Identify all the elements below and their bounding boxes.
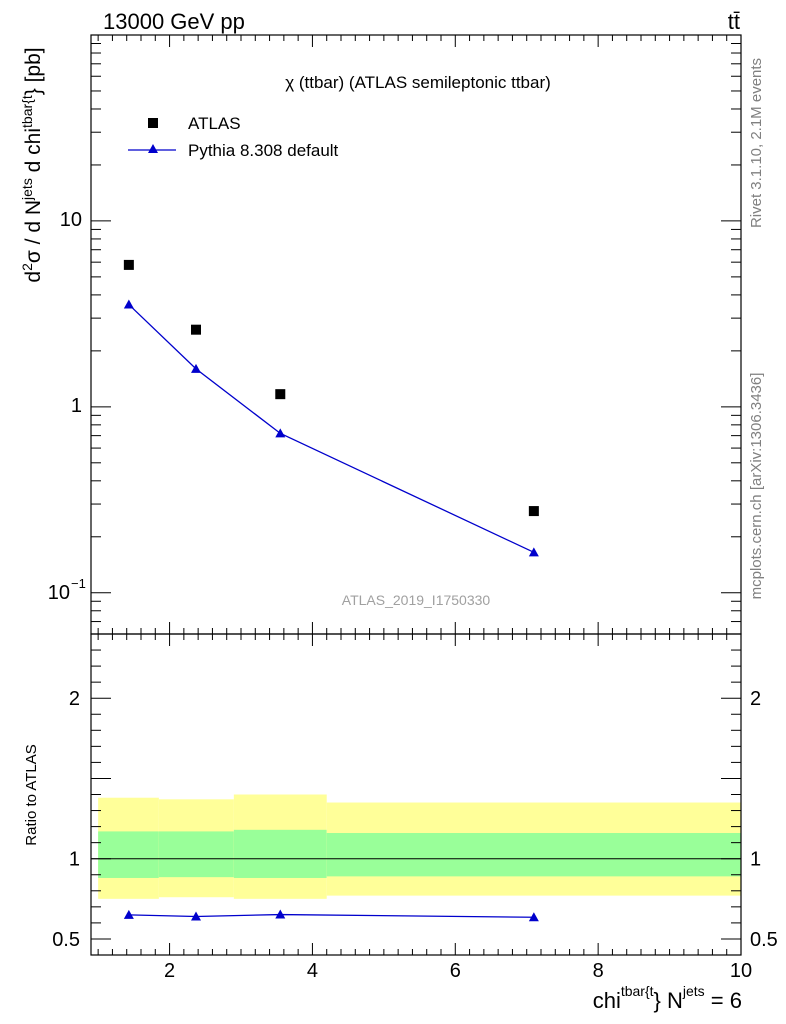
process-label: tt̄ [728,9,740,34]
legend-label-atlas: ATLAS [188,114,241,133]
atlas-point [123,259,134,270]
ratio-panel: Ratio to ATLAS chitbar{t} Njets = 6 2 4 6 8… [23,633,778,1013]
main-ytick-label-0.1-exponent: −1 [71,576,86,591]
legend-marker-pythia [148,144,158,153]
watermark: ATLAS_2019_I1750330 [342,592,491,608]
main-ytick-label-0.1: 10 [48,582,70,604]
atlas-point [528,506,539,517]
ratio-ytick-label-2: 2 [69,688,80,710]
legend-marker-atlas [148,118,158,128]
pythia-line [128,304,535,553]
ratio-band-green-1 [158,831,234,878]
ratio-y-axis-title: Ratio to ATLAS [23,744,40,845]
main-ytick-label-1: 1 [71,395,82,417]
x-tick-label-6: 6 [450,960,461,982]
ratio-band-green-2 [233,829,327,878]
x-tick-label-4: 4 [307,960,318,982]
main-ytick-label-10: 10 [60,209,82,231]
ratio-ytick-label-1: 1 [69,849,80,871]
ratio-pythia-point [191,911,201,921]
ratio-frame [90,633,742,956]
ratio-ytick-label-right-0.5: 0.5 [750,929,778,951]
rivet-label: Rivet 3.1.10, 2.1M events [748,58,765,228]
pythia-point [123,299,134,309]
legend: ATLAS Pythia 8.308 default [128,114,339,160]
atlas-point [191,324,201,335]
atlas-point [275,389,286,400]
ratio-pythia-point [123,909,134,919]
pythia-point [528,547,539,557]
ratio-pythia-point [528,912,539,922]
mcplots-label: mcplots.cern.ch [arXiv:1306.3436] [748,373,765,600]
legend-label-pythia: Pythia 8.308 default [188,141,339,160]
energy-label: 13000 GeV pp [103,9,245,34]
main-y-axis-title: d2σ / d Njets d chitbar{t} [pb] [19,47,45,282]
ratio-pythia-line [128,913,534,918]
ratio-band-green-0 [98,831,159,878]
x-tick-label-2: 2 [164,960,175,982]
ratio-band-green-3 [326,833,741,877]
ratio-ytick-label-0.5: 0.5 [52,929,80,951]
ratio-ytick-label-right-2: 2 [750,688,761,710]
x-axis-title: chitbar{t} Njets = 6 [593,983,742,1013]
main-title: χ (ttbar) (ATLAS semileptonic ttbar) [285,73,551,92]
main-panel: χ (ttbar) (ATLAS semileptonic ttbar) ATL… [19,34,742,635]
ratio-ytick-label-right-1: 1 [750,849,761,871]
ratio-pythia-point [275,909,286,919]
x-tick-label-10: 10 [730,960,752,982]
pythia-point [275,428,286,438]
pythia-point [191,363,201,373]
x-tick-label-8: 8 [593,960,604,982]
